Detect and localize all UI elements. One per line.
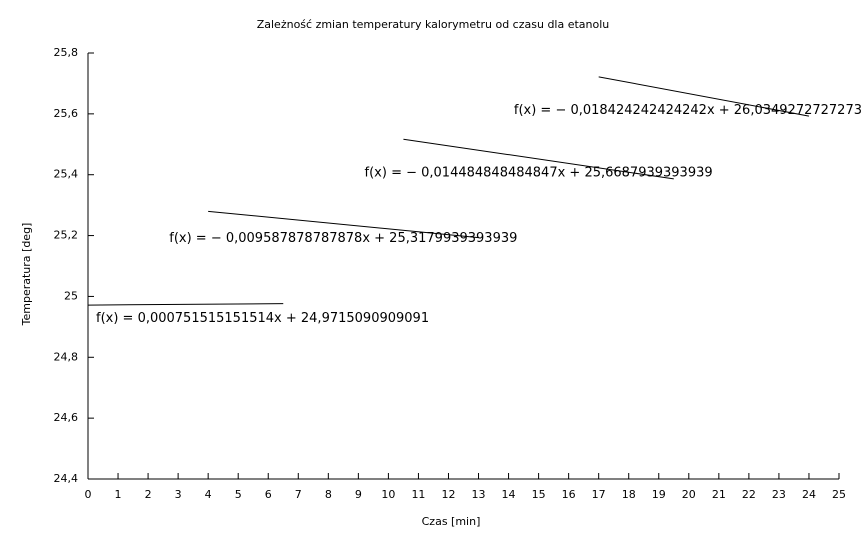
x-tick-label: 5 xyxy=(235,488,242,501)
x-tick-label: 11 xyxy=(411,488,425,501)
x-tick-label: 23 xyxy=(772,488,786,501)
x-tick-label: 9 xyxy=(355,488,362,501)
y-tick-label: 24,6 xyxy=(54,411,79,424)
x-tick-label: 15 xyxy=(532,488,546,501)
x-axis-label: Czas [min] xyxy=(422,515,481,528)
y-tick-label: 24,4 xyxy=(54,472,79,485)
fit-line xyxy=(403,138,674,180)
x-tick-label: 4 xyxy=(205,488,212,501)
x-tick-label: 1 xyxy=(115,488,122,501)
x-tick-label: 24 xyxy=(802,488,816,501)
x-tick-label: 16 xyxy=(562,488,576,501)
fit-label: f(x) = − 0,014484848484847x + 25,6687939… xyxy=(365,166,713,181)
x-tick-label: 6 xyxy=(265,488,272,501)
y-tick-label: 25,6 xyxy=(54,107,79,120)
fit-label: f(x) = − 0,018424242424242x + 26,0349272… xyxy=(514,103,862,118)
x-tick-label: 2 xyxy=(145,488,152,501)
x-tick-label: 25 xyxy=(832,488,846,501)
x-tick-label: 20 xyxy=(682,488,696,501)
x-tick-label: 3 xyxy=(175,488,182,501)
fit-line xyxy=(598,76,810,117)
y-tick-label: 25,4 xyxy=(54,168,79,181)
x-tick-label: 0 xyxy=(85,488,92,501)
y-tick-label: 25,8 xyxy=(54,46,79,59)
x-tick-label: 12 xyxy=(441,488,455,501)
y-tick-label: 25,2 xyxy=(54,229,79,242)
fit-line xyxy=(208,210,479,239)
x-tick-label: 18 xyxy=(622,488,636,501)
x-tick-label: 17 xyxy=(592,488,606,501)
x-tick-label: 14 xyxy=(502,488,516,501)
x-tick-label: 10 xyxy=(381,488,395,501)
x-tick-label: 19 xyxy=(652,488,666,501)
x-tick-label: 13 xyxy=(472,488,486,501)
fit-line xyxy=(87,303,284,306)
x-tick-label: 8 xyxy=(325,488,332,501)
fit-label: f(x) = − 0,009587878787878x + 25,3179939… xyxy=(169,231,517,246)
x-tick-label: 22 xyxy=(742,488,756,501)
y-axis-label: Temperatura [deg] xyxy=(20,223,33,327)
x-tick-label: 21 xyxy=(712,488,726,501)
fit-label: f(x) = 0,000751515151514x + 24,971509090… xyxy=(96,311,429,326)
chart-title: Zależność zmian temperatury kalorymetru … xyxy=(257,18,610,31)
x-tick-label: 7 xyxy=(295,488,302,501)
y-tick-label: 24,8 xyxy=(54,350,79,363)
y-tick-label: 25 xyxy=(64,289,78,302)
